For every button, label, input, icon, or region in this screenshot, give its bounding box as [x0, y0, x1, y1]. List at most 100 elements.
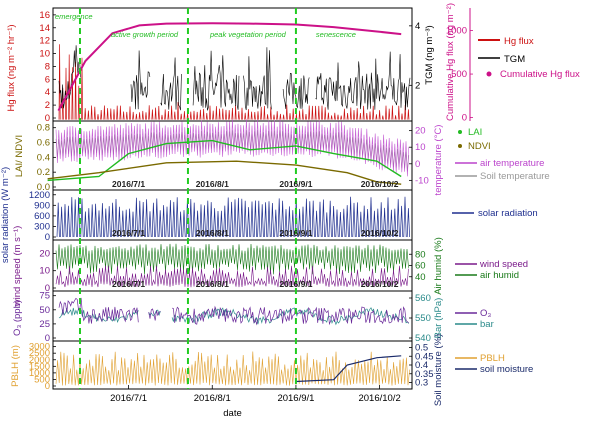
- tgm-axis-tick-label: 2: [415, 80, 420, 91]
- pblh-series: [55, 351, 410, 386]
- pressure-axis-label: Bar (hPa): [433, 298, 444, 339]
- humidity-axis-tick-label: 80: [415, 249, 426, 260]
- temperature-axis-tick-label: 20: [415, 126, 426, 137]
- ozone-series: [58, 297, 409, 326]
- soil-moisture-series: [295, 355, 402, 383]
- radiation-axis-tick-label: 1200: [29, 190, 50, 201]
- date-tick-label: 2016/9/1: [277, 393, 314, 404]
- wind-axis-tick-label: 10: [39, 266, 50, 277]
- wind-axis-tick-label: 0: [45, 283, 50, 294]
- air-temperature-series: [55, 119, 410, 177]
- lai-series: [47, 139, 402, 182]
- pblh-axis-tick-label: 1500: [29, 361, 50, 372]
- lai-ndvi-axis-tick-label: 0.0: [37, 182, 50, 193]
- solar-radiation-series: [56, 196, 410, 238]
- inline-date-label: 2016/7/1: [112, 228, 145, 238]
- legend-cumulative-swatch: [486, 71, 492, 77]
- legend-air-temperature-label: air temperature: [480, 158, 544, 169]
- temperature-axis-label: temperature (°C): [433, 125, 444, 196]
- inline-date-label: 2016/8/1: [196, 179, 229, 189]
- wind-speed-series: [55, 265, 409, 288]
- inline-date-label: 2016/8/1: [196, 279, 229, 289]
- lai-ndvi-axis-tick-label: 0.8: [37, 123, 50, 134]
- wind-axis-label: wind speed (m s⁻¹): [12, 226, 23, 308]
- legend-solar-radiation-label: solar radiation: [478, 208, 538, 219]
- pblh-axis-tick-label: 2000: [29, 355, 50, 366]
- inline-date-label: 2016/7/1: [112, 279, 145, 289]
- air-humid-series: [55, 243, 409, 275]
- wind-axis-tick-label: 20: [39, 248, 50, 259]
- ozone-axis-tick-label: 25: [39, 319, 50, 330]
- radiation-axis-tick-label: 900: [34, 200, 50, 211]
- date-tick-label: 2016/8/1: [194, 393, 231, 404]
- hg-flux-axis-tick-label: 0: [45, 113, 50, 124]
- temperature-axis-tick-label: 0: [415, 159, 420, 170]
- soil-moisture-axis-tick-label: 0.35: [415, 369, 434, 380]
- hg-flux-axis-tick-label: 8: [45, 61, 50, 72]
- soil-temperature-series: [55, 130, 410, 172]
- hg-flux-axis-label: Hg flux (ng m⁻² hr⁻¹): [6, 24, 17, 111]
- pblh-axis-label: PBLH (m): [10, 345, 21, 387]
- pressure-axis-tick-label: 550: [415, 313, 431, 324]
- legend-tgm-label: TGM: [504, 54, 525, 65]
- hg-flux-series: [58, 44, 410, 120]
- ozone-axis-label: O₃ (ppb): [12, 300, 23, 336]
- lai-ndvi-axis-label: LAI/ NDVI: [14, 135, 25, 177]
- inline-date-label: 2016/9/1: [279, 279, 312, 289]
- hg-flux-axis-tick-label: 6: [45, 74, 50, 85]
- ozone-axis-tick-label: 0: [45, 333, 50, 344]
- inline-date-label: 2016/8/1: [196, 228, 229, 238]
- hg-flux-axis-tick-label: 14: [39, 23, 50, 34]
- inline-date-label: 2016/10/2: [361, 279, 399, 289]
- inline-date-label: 2016/7/1: [112, 179, 145, 189]
- legend-soil-moisture-label: soil moisture: [480, 364, 533, 375]
- legend-cumulative-label: Cumulative Hg flux: [500, 69, 580, 80]
- cumulative-axis-tick-label: 500: [451, 69, 467, 80]
- cumulative-axis-tick-label: 1000: [446, 26, 467, 37]
- legend-air-humid-label: air humid: [480, 270, 519, 281]
- legend-lai-label: LAI: [468, 127, 482, 138]
- radiation-axis-label: solar radiation (W m⁻²): [0, 167, 11, 263]
- legend-wind-speed-label: wind speed: [479, 259, 528, 270]
- soil-moisture-axis-tick-label: 0.4: [415, 360, 428, 371]
- tgm-axis-tick-label: 4: [415, 21, 420, 32]
- legend-ndvi-swatch: [458, 144, 462, 148]
- inline-date-label: 2016/10/2: [361, 228, 399, 238]
- pressure-axis-tick-label: 560: [415, 293, 431, 304]
- pressure-axis-tick-label: 540: [415, 333, 431, 344]
- humidity-axis-tick-label: 40: [415, 272, 426, 283]
- hg-flux-axis-tick-label: 12: [39, 36, 50, 47]
- lai-ndvi-axis-tick-label: 0.4: [37, 152, 50, 163]
- hg-flux-axis-tick-label: 16: [39, 10, 50, 21]
- panel-frame-1: [52, 7, 413, 122]
- annotation-active-growth: active growth period: [111, 30, 179, 39]
- ozone-axis-tick-label: 50: [39, 305, 50, 316]
- date-tick-label: 2016/7/1: [110, 393, 147, 404]
- cumulative-hg-flux-series: [57, 22, 402, 112]
- inline-date-label: 2016/9/1: [279, 179, 312, 189]
- annotation-peak-vegetation: peak vegetation period: [209, 30, 287, 39]
- annotation-emergence: emergence: [55, 12, 93, 21]
- radiation-axis-tick-label: 300: [34, 221, 50, 232]
- inline-date-label: 2016/10/2: [361, 179, 399, 189]
- radiation-axis-tick-label: 600: [34, 211, 50, 222]
- pblh-axis-tick-label: 2500: [29, 348, 50, 359]
- tgm-axis-label: TGM (ng m⁻³): [424, 25, 435, 84]
- humidity-axis-label: Air humid (%): [433, 237, 444, 295]
- pblh-axis-tick-label: 0: [45, 381, 50, 392]
- legend-pblh-label: PBLH: [480, 353, 505, 364]
- legend-soil-temperature-label: Soil temperature: [480, 171, 550, 182]
- radiation-axis-tick-label: 0: [45, 232, 50, 243]
- soil-moisture-axis-tick-label: 0.3: [415, 378, 428, 389]
- ozone-axis-tick-label: 75: [39, 291, 50, 302]
- hg-flux-axis-tick-label: 4: [45, 87, 50, 98]
- pblh-axis-tick-label: 500: [34, 374, 50, 385]
- x-axis-label: date: [223, 408, 242, 419]
- hg-flux-axis-tick-label: 2: [45, 100, 50, 111]
- hg-flux-axis-tick-label: 10: [39, 49, 50, 60]
- cumulative-axis-label: Cumulative Hg flux (ng m⁻²): [445, 3, 456, 121]
- soil-moisture-axis-tick-label: 0.45: [415, 351, 434, 362]
- soil-moisture-axis-label: Soil moisture (%): [433, 334, 444, 406]
- lai-ndvi-axis-tick-label: 0.6: [37, 138, 50, 149]
